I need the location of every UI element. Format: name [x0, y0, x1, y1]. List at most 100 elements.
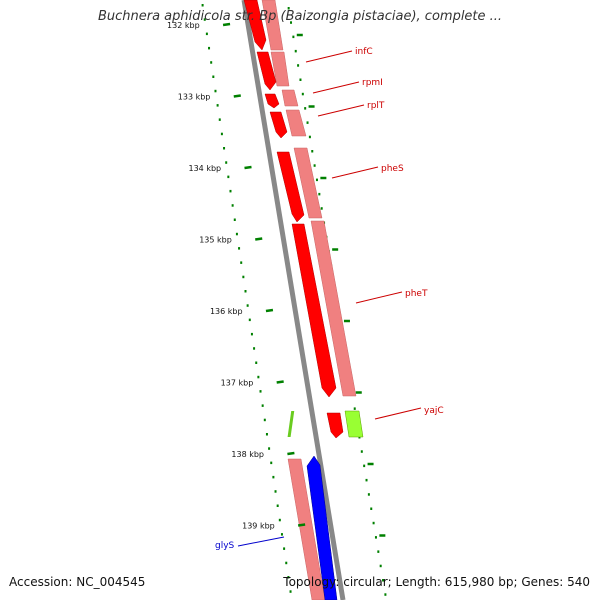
outer-guide-dot — [306, 121, 309, 124]
inner-guide-dot — [265, 433, 268, 436]
scale-tick — [297, 523, 306, 527]
inner-guide-dot — [283, 547, 286, 550]
inner-guide-dot — [280, 533, 283, 536]
leader-infC — [305, 50, 353, 63]
genome-summary-text: Topology: circular; Length: 615,980 bp; … — [283, 575, 590, 589]
backbone-line — [241, 0, 346, 600]
inner-guide-dot — [205, 32, 208, 36]
scale-tick-label: 139 kbp — [242, 522, 275, 531]
outer-guide-dot — [292, 35, 295, 39]
leader-rpmI — [312, 81, 360, 94]
inner-guide-dot — [274, 490, 277, 493]
gene-label-rplT[interactable]: rplT — [367, 101, 385, 111]
cds-band-pheS[interactable] — [293, 147, 323, 219]
gene-label-rpmI[interactable]: rpmI — [362, 78, 383, 88]
outer-guide-dot — [382, 579, 385, 582]
cds-band-infC-2[interactable] — [270, 51, 290, 87]
gene-arrow-pheT[interactable] — [291, 223, 337, 398]
inner-guide-dot — [287, 576, 290, 579]
gene-arrow-glyS[interactable] — [306, 455, 338, 600]
gene-arrow-infC[interactable] — [243, 0, 267, 51]
outer-guide-dot — [374, 536, 377, 539]
forward-genes — [243, 0, 344, 439]
outer-guide-dot — [360, 450, 363, 453]
outer-guide-dot — [294, 49, 297, 53]
gene-arrow-pheS[interactable] — [276, 151, 305, 223]
gene-label-glyS[interactable]: glyS — [215, 541, 235, 551]
inner-guide-dot — [278, 518, 281, 522]
inner-guide-dot — [276, 504, 279, 507]
gene-labels: infC rpmI rplT pheS pheT yajC glyS — [215, 47, 444, 551]
inner-guide-dot — [229, 189, 232, 193]
inner-guide-dot — [289, 590, 292, 593]
outer-guide-dot — [308, 135, 311, 139]
scale-tick-label: 135 kbp — [199, 236, 232, 245]
outer-guide-dot — [287, 7, 290, 10]
accession-text: Accession: NC_004545 — [9, 575, 146, 589]
leader-pheT — [355, 291, 403, 304]
cds-band-infC[interactable] — [261, 0, 284, 51]
inner-guide-dot — [238, 247, 241, 250]
scale-tick-label: 138 kbp — [231, 450, 264, 459]
inner-guide-dot — [242, 275, 245, 279]
gene-label-pheT[interactable]: pheT — [405, 289, 428, 299]
inner-guide-dot — [227, 175, 230, 179]
outer-guide-dot — [365, 478, 368, 482]
gene-misc-yajC-stripe — [287, 411, 295, 437]
outer-guide-dot — [363, 464, 366, 468]
cds-bands — [261, 0, 357, 600]
outer-guide-dot — [318, 192, 321, 196]
inner-guide-dot — [231, 204, 234, 207]
inner-guide-dot — [268, 447, 271, 450]
outer-guide-dot — [372, 521, 375, 525]
outer-guide-dot — [377, 550, 380, 553]
inner-guide-dot — [214, 89, 217, 93]
gene-arrow-yajC-red[interactable] — [326, 412, 344, 439]
inner-guide-dot — [272, 475, 275, 479]
scale-tick — [244, 165, 252, 170]
scale-tick — [276, 380, 284, 384]
scale-tick — [265, 308, 274, 313]
scale-tick-label: 136 kbp — [210, 307, 243, 316]
inner-guide-dot — [208, 46, 211, 50]
scale-tick-label: 137 kbp — [221, 379, 254, 388]
inner-guide-dot — [210, 61, 213, 64]
inner-guide-dot — [253, 347, 256, 350]
cds-band-glyS[interactable] — [287, 458, 326, 600]
inner-guide-dot — [233, 218, 236, 221]
inner-guide-dot — [261, 404, 264, 407]
inner-guide-dot — [263, 418, 266, 422]
inner-guide-dot — [203, 18, 206, 21]
gene-misc-yajC[interactable] — [344, 410, 364, 438]
scale-tick — [255, 237, 263, 241]
outer-guide-dot — [311, 150, 314, 153]
gene-arrow-rplT[interactable] — [269, 111, 288, 139]
scale-tick-label: 132 kbp — [167, 21, 200, 30]
gene-label-yajC[interactable]: yajC — [424, 406, 444, 416]
map-title: Buchnera aphidicola str. Bp (Baizongia p… — [97, 9, 503, 24]
inner-guide-dot — [220, 132, 223, 136]
inner-guide-dot — [255, 361, 258, 364]
scale-tick — [222, 22, 231, 27]
cds-band-rplT[interactable] — [285, 109, 307, 137]
cds-band-pheT[interactable] — [310, 220, 357, 397]
gene-arrow-infC-2[interactable] — [256, 51, 277, 91]
gene-label-pheS[interactable]: pheS — [381, 164, 404, 174]
outer-guide-dot — [353, 407, 356, 410]
leader-yajC — [374, 407, 422, 420]
cds-band-rpmI[interactable] — [281, 89, 299, 107]
leader-glyS — [237, 536, 285, 547]
outer-guide-dot — [297, 64, 300, 67]
inner-guide-dot — [259, 390, 262, 393]
outer-guide-dot — [299, 78, 302, 81]
gene-label-infC[interactable]: infC — [355, 47, 373, 57]
scale-tick — [287, 451, 295, 456]
inner-guide-dot — [223, 147, 226, 150]
inner-guide-dot — [248, 318, 251, 322]
outer-guide-dot — [320, 207, 323, 210]
gene-arrow-rpmI[interactable] — [264, 93, 280, 109]
scale-ticks: 132 kbp 133 kbp 134 kbp 135 kbp 136 kbp 137 k… — [167, 21, 306, 531]
outer-guide-dot — [379, 564, 382, 568]
inner-guide-dot — [270, 461, 273, 465]
scale-tick-label: 133 kbp — [178, 93, 211, 102]
